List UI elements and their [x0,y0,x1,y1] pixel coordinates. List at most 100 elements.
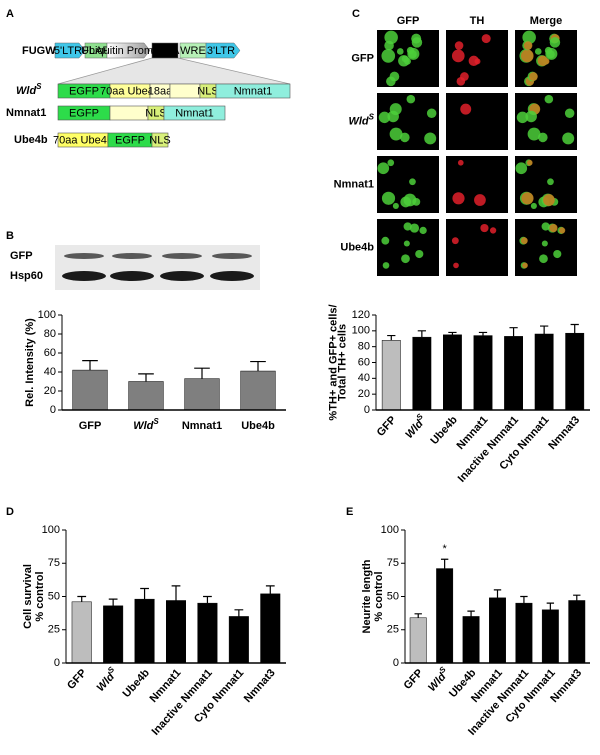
y-tick-label: 50 [387,590,399,602]
y-tick-label: 0 [54,657,60,669]
x-tick-label: WldS [133,417,159,432]
cell [387,110,399,123]
domain [163,105,226,121]
cell [549,223,558,233]
y-tick-label: 75 [48,557,60,569]
cell [564,108,575,119]
cell [409,178,416,186]
blot-band [210,271,254,281]
domain-label: Nmnat1 [234,85,273,97]
construct-element-label: Ubiquitin Promoter [81,45,172,57]
y-axis-label: Neurite length [361,559,373,633]
construct-element-label: 3'LTR [207,45,235,57]
cell [387,159,395,167]
bar [240,370,276,411]
cell [529,72,538,81]
x-tick-label: WldS [401,411,430,441]
bar [534,333,554,411]
error-bar [448,331,457,335]
error-bar [138,373,154,382]
error-bar [140,587,149,600]
x-tick-label: GFP [65,667,89,692]
cell [382,262,390,269]
cell [453,262,459,269]
y-tick-label: 100 [381,524,399,536]
cell [541,222,550,231]
y-tick-label: 100 [352,325,370,337]
cell [409,223,420,233]
cell [392,202,399,209]
cell [553,249,562,259]
construct-element [205,42,241,59]
cell [460,72,469,81]
cell [460,103,472,115]
bar [504,336,523,411]
bar [166,600,186,664]
cell [384,30,398,45]
cell [451,237,459,245]
x-tick-label-main: Wld [95,671,118,694]
domain-label: NLS [149,134,170,146]
bar [515,602,533,664]
cell [384,40,394,51]
cell [411,37,423,48]
error-bar [108,598,118,606]
y-tick-label: 100 [38,309,56,321]
blot-band [160,271,204,281]
bar [473,335,493,411]
error-bar [573,594,581,601]
domain-label: EGFP [115,134,145,146]
y-tick-label: 80 [44,328,56,340]
construct-element-label: cDNA [151,45,180,57]
error-bar [417,330,426,338]
cell [389,71,400,82]
cell [377,162,390,175]
micrograph-row-label: WldS [348,112,374,127]
y-tick-label: 25 [387,624,399,636]
error-bar [171,585,181,601]
error-bar [265,585,275,594]
x-tick-label-main: GFP [65,667,89,692]
x-tick-label-superscript: S [106,664,117,674]
cell [522,30,536,45]
construct-name: FUGW [22,45,56,57]
x-tick-label-superscript: S [414,411,425,421]
construct-element [151,42,179,59]
y-tick-label: 0 [393,657,399,669]
bar [71,601,92,664]
cell [426,108,437,119]
micrograph-column-label: Merge [530,15,562,27]
domain-label: NLS [145,107,166,119]
construct-element [54,42,86,59]
cell [562,132,575,145]
error-bar [77,595,87,602]
cell [539,254,548,264]
x-tick-label-superscript: S [437,664,448,674]
blot-band [64,253,104,259]
bar [443,334,462,411]
domain-label: NLS [197,85,218,97]
cell [516,111,529,124]
cell [525,110,537,123]
bar [409,617,427,664]
y-axis-label: Rel. Intensity (%) [24,318,36,407]
construct-element-label: WRE [180,45,206,57]
cell [480,223,489,233]
cell [534,48,542,55]
error-bar [509,327,518,337]
x-tick-label-main: Nmnat1 [182,420,222,432]
cell [527,127,541,141]
bar [381,340,401,411]
y-axis-label: Total TH+ cells [336,324,348,401]
y-tick-label: 40 [44,366,56,378]
x-tick-label-main: Nmnat3 [242,667,278,705]
micrograph-column-label: GFP [397,15,420,27]
cell [381,236,390,245]
construct-row-label: Ube4b [14,134,48,146]
cell [545,47,558,60]
error-bar [478,331,488,336]
panel-label: D [6,506,14,518]
cell [403,222,412,231]
construct-row-label-main: Nmnat1 [6,107,46,119]
blot-band [162,253,202,259]
